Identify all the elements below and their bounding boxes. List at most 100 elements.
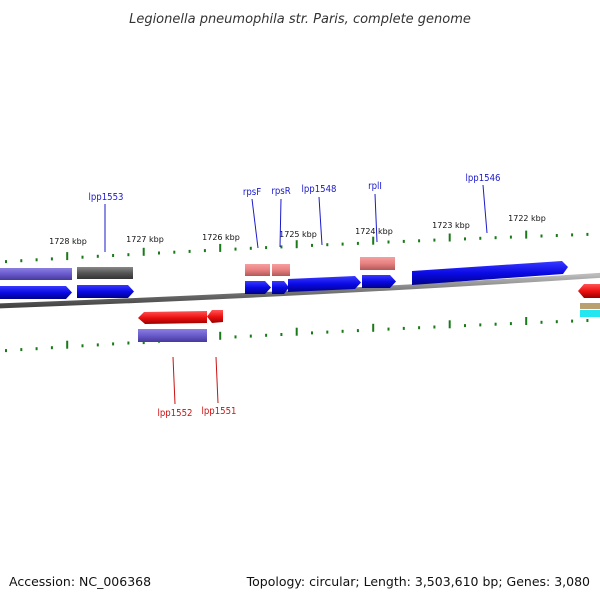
outer-tick-row [5, 230, 589, 264]
minor-tick [479, 323, 482, 327]
upper-feature-row [0, 257, 395, 280]
minor-tick [571, 319, 574, 323]
kbp-scale: 1728 kbp 1727 kbp 1726 kbp 1725 kbp 1724… [49, 214, 546, 246]
forward-cds-arrow[interactable] [362, 275, 396, 288]
minor-tick [20, 348, 23, 352]
minor-tick [555, 320, 558, 324]
forward-cds-arrow[interactable] [412, 261, 568, 285]
gene-label-rpsR[interactable]: rpsR [271, 186, 290, 197]
minor-tick [173, 250, 176, 254]
reverse-cds-arrow[interactable] [207, 310, 223, 323]
minor-tick [280, 333, 283, 336]
major-tick [295, 327, 298, 336]
label-leader-line [374, 193, 378, 243]
reverse-cds-arrow[interactable] [138, 311, 207, 324]
major-tick [448, 233, 451, 242]
minor-tick [249, 246, 252, 250]
major-tick [372, 323, 375, 332]
kbp-label: 1728 kbp [49, 237, 87, 246]
kbp-label: 1727 kbp [126, 235, 164, 244]
feature-block[interactable] [272, 264, 290, 276]
minor-tick [158, 251, 160, 255]
minor-tick [356, 241, 359, 245]
reverse-cds-arrow[interactable] [578, 284, 600, 298]
label-leader-line [279, 198, 282, 248]
inner-tick-row [5, 317, 589, 353]
major-tick [219, 243, 222, 252]
label-leader-line [318, 196, 323, 246]
minor-tick [50, 257, 53, 261]
minor-tick [311, 331, 313, 335]
minor-tick [433, 325, 436, 329]
topology-text: Topology: circular; Length: 3,503,610 bp… [246, 574, 590, 589]
minor-tick [5, 349, 7, 353]
forward-cds-arrow[interactable] [288, 276, 361, 292]
major-tick [448, 320, 451, 329]
label-leader-line [215, 356, 219, 404]
minor-tick [387, 327, 390, 331]
forward-cds-arrow[interactable] [272, 281, 289, 294]
minor-tick [127, 341, 130, 345]
minor-tick [112, 254, 115, 257]
label-leader-line [482, 184, 488, 234]
forward-cds-arrow[interactable] [245, 281, 271, 294]
minor-tick [234, 335, 237, 339]
genome-backbone [0, 272, 600, 309]
minor-tick [20, 259, 23, 263]
gene-label-lpp1552[interactable]: lpp1552 [158, 408, 193, 419]
minor-tick [494, 322, 497, 326]
feature-block[interactable] [245, 264, 270, 276]
minor-tick [586, 232, 589, 236]
minor-tick [402, 326, 405, 330]
minor-tick [234, 247, 237, 251]
minor-tick [112, 342, 115, 346]
gene-label-lpp1553[interactable]: lpp1553 [89, 192, 124, 203]
minor-tick [326, 243, 329, 247]
gene-label-lpp1546[interactable]: lpp1546 [466, 173, 501, 184]
minor-tick [81, 255, 84, 259]
minor-tick [265, 333, 268, 337]
minor-tick [509, 235, 512, 239]
feature-block[interactable] [360, 257, 395, 270]
forward-cds-arrow[interactable] [77, 285, 134, 298]
minor-tick [249, 334, 252, 338]
minor-tick [311, 243, 313, 247]
reverse-gene-labels: lpp1552 lpp1551 [158, 406, 237, 419]
kbp-label: 1723 kbp [432, 221, 470, 230]
minor-tick [509, 322, 512, 326]
minor-tick [35, 258, 38, 262]
gene-label-lpp1548[interactable]: lpp1548 [302, 184, 337, 195]
label-leader-line [172, 356, 176, 405]
major-tick [142, 247, 145, 256]
minor-tick [464, 237, 466, 241]
feature-block[interactable] [580, 303, 600, 309]
feature-block[interactable] [77, 267, 133, 279]
forward-gene-labels: lpp1553 rpsF rpsR lpp1548 rplI lpp1546 [89, 173, 501, 203]
kbp-label: 1724 kbp [355, 227, 393, 236]
minor-tick [402, 239, 405, 243]
accession-text: Accession: NC_006368 [9, 574, 151, 589]
forward-cds-arrow[interactable] [0, 286, 72, 299]
minor-tick [479, 236, 482, 240]
feature-block[interactable] [580, 310, 600, 317]
minor-tick [280, 245, 283, 249]
major-tick [219, 331, 222, 340]
minor-tick [555, 234, 558, 237]
minor-tick [418, 326, 421, 330]
gene-label-rplI[interactable]: rplI [368, 181, 382, 192]
gene-label-lpp1551[interactable]: lpp1551 [202, 406, 237, 417]
minor-tick [35, 347, 38, 351]
gene-label-rpsF[interactable]: rpsF [243, 187, 261, 198]
map-title: Legionella pneumophila str. Paris, compl… [129, 12, 471, 27]
forward-label-lines [104, 184, 488, 252]
minor-tick [540, 234, 543, 238]
minor-tick [127, 253, 130, 257]
minor-tick [188, 249, 191, 253]
feature-block[interactable] [138, 329, 207, 342]
minor-tick [5, 260, 7, 264]
minor-tick [418, 239, 421, 243]
feature-block[interactable] [0, 268, 72, 280]
minor-tick [356, 329, 359, 333]
minor-tick [326, 330, 329, 334]
